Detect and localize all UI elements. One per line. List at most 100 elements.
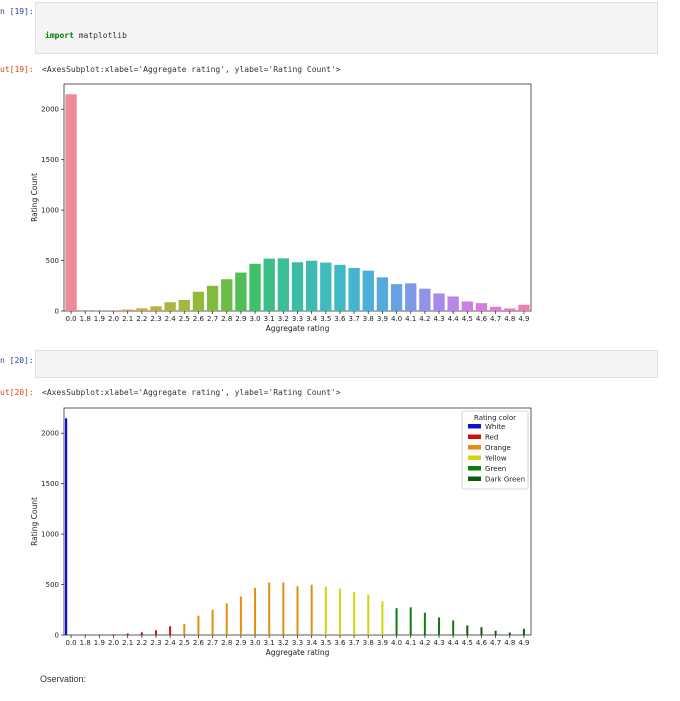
bar <box>405 283 417 311</box>
bar <box>395 608 398 635</box>
bar <box>154 630 157 635</box>
bar <box>504 308 516 311</box>
y-tick-label: 500 <box>46 581 59 589</box>
x-tick-label: 2.1 <box>122 639 133 647</box>
y-axis-label: Rating Count <box>30 173 39 222</box>
bar <box>419 288 431 311</box>
bar <box>452 620 455 635</box>
bar <box>277 258 290 311</box>
x-tick-label: 4.9 <box>518 639 529 647</box>
bar <box>480 627 483 635</box>
bar <box>409 607 412 635</box>
x-tick-label: 4.4 <box>448 315 460 323</box>
output-text: <AxesSubplot:xlabel='Aggregate rating', … <box>42 65 341 74</box>
bar <box>310 584 313 635</box>
x-tick-label: 3.1 <box>264 639 275 647</box>
x-tick-label: 2.0 <box>108 315 119 323</box>
x-tick-label: 3.0 <box>249 639 260 647</box>
x-tick-label: 4.4 <box>448 639 460 647</box>
bar <box>518 304 530 311</box>
output-text: <AxesSubplot:xlabel='Aggregate rating', … <box>42 388 341 397</box>
bar <box>423 612 426 635</box>
bar <box>320 262 332 311</box>
x-tick-label: 4.6 <box>476 315 488 323</box>
x-tick-label: 2.3 <box>150 639 161 647</box>
x-tick-label: 3.6 <box>334 639 346 647</box>
x-tick-label: 3.5 <box>320 639 331 647</box>
x-tick-label: 4.0 <box>391 315 402 323</box>
bar <box>225 603 228 635</box>
bar <box>296 586 299 635</box>
x-tick-label: 4.2 <box>419 639 430 647</box>
bar <box>305 260 318 311</box>
bar <box>107 310 120 311</box>
bar <box>178 299 190 311</box>
x-tick-label: 4.9 <box>518 315 529 323</box>
code-line: import matplotlib <box>45 30 648 41</box>
legend-swatch <box>468 434 481 439</box>
legend-title: Rating color <box>474 414 516 422</box>
bar <box>235 272 247 311</box>
input-prompt: n [19]: <box>0 7 34 16</box>
bar <box>381 601 384 635</box>
output-prompt: ut[19]: <box>0 65 34 74</box>
legend-label: Red <box>485 434 498 442</box>
bar <box>136 308 148 311</box>
x-axis-label: Aggregate rating <box>266 324 330 333</box>
bar <box>206 285 219 311</box>
y-tick-label: 1500 <box>41 480 59 488</box>
x-tick-label: 2.8 <box>221 639 232 647</box>
bar <box>494 630 497 635</box>
y-tick-label: 2000 <box>41 430 59 438</box>
x-tick-label: 3.9 <box>377 639 388 647</box>
bar <box>254 587 257 635</box>
legend-swatch <box>468 424 481 429</box>
bar <box>353 591 356 635</box>
legend-label: Orange <box>485 444 511 452</box>
bar <box>522 628 525 635</box>
legend-swatch <box>468 455 481 460</box>
y-axis-label: Rating Count <box>30 497 39 546</box>
x-tick-label: 4.3 <box>433 315 444 323</box>
x-tick-label: 2.6 <box>193 315 205 323</box>
y-tick-label: 1500 <box>41 156 59 164</box>
bar <box>126 633 129 635</box>
x-tick-label: 3.8 <box>363 315 374 323</box>
input-prompt: n [20]: <box>0 356 34 365</box>
x-tick-label: 2.6 <box>193 639 205 647</box>
code-token: matplotlib <box>73 31 127 40</box>
x-tick-label: 2.2 <box>136 639 147 647</box>
x-tick-label: 3.7 <box>349 315 360 323</box>
x-tick-label: 0.0 <box>66 639 77 647</box>
x-tick-label: 2.4 <box>165 315 177 323</box>
y-tick-label: 1000 <box>41 207 59 215</box>
x-tick-label: 4.6 <box>476 639 488 647</box>
x-tick-label: 2.4 <box>165 639 177 647</box>
x-tick-label: 4.5 <box>462 315 473 323</box>
x-tick-label: 4.7 <box>490 639 501 647</box>
code-cell[interactable]: sns.barplot(x='Aggregate rating',y='Rati… <box>35 350 658 378</box>
bar <box>268 582 271 635</box>
x-tick-label: 4.5 <box>462 639 473 647</box>
bar <box>183 623 186 635</box>
x-tick-label: 3.3 <box>292 639 303 647</box>
x-tick-label: 4.3 <box>433 639 444 647</box>
x-tick-label: 3.6 <box>334 315 346 323</box>
x-tick-label: 1.9 <box>94 639 105 647</box>
code-cell[interactable]: import matplotlib matplotlib.rcParams['f… <box>35 2 658 54</box>
x-tick-label: 3.9 <box>377 315 388 323</box>
bar <box>367 594 370 635</box>
x-tick-label: 4.0 <box>391 639 402 647</box>
x-tick-label: 2.9 <box>235 315 246 323</box>
bar <box>390 284 403 311</box>
bar <box>263 258 275 311</box>
bar <box>169 626 172 635</box>
bar <box>508 632 511 635</box>
legend-swatch <box>468 476 481 481</box>
bar <box>348 267 360 311</box>
x-tick-label: 2.5 <box>179 315 190 323</box>
x-tick-label: 3.0 <box>249 315 260 323</box>
x-tick-label: 4.1 <box>405 315 416 323</box>
bar <box>466 625 469 635</box>
x-tick-label: 2.5 <box>179 639 190 647</box>
